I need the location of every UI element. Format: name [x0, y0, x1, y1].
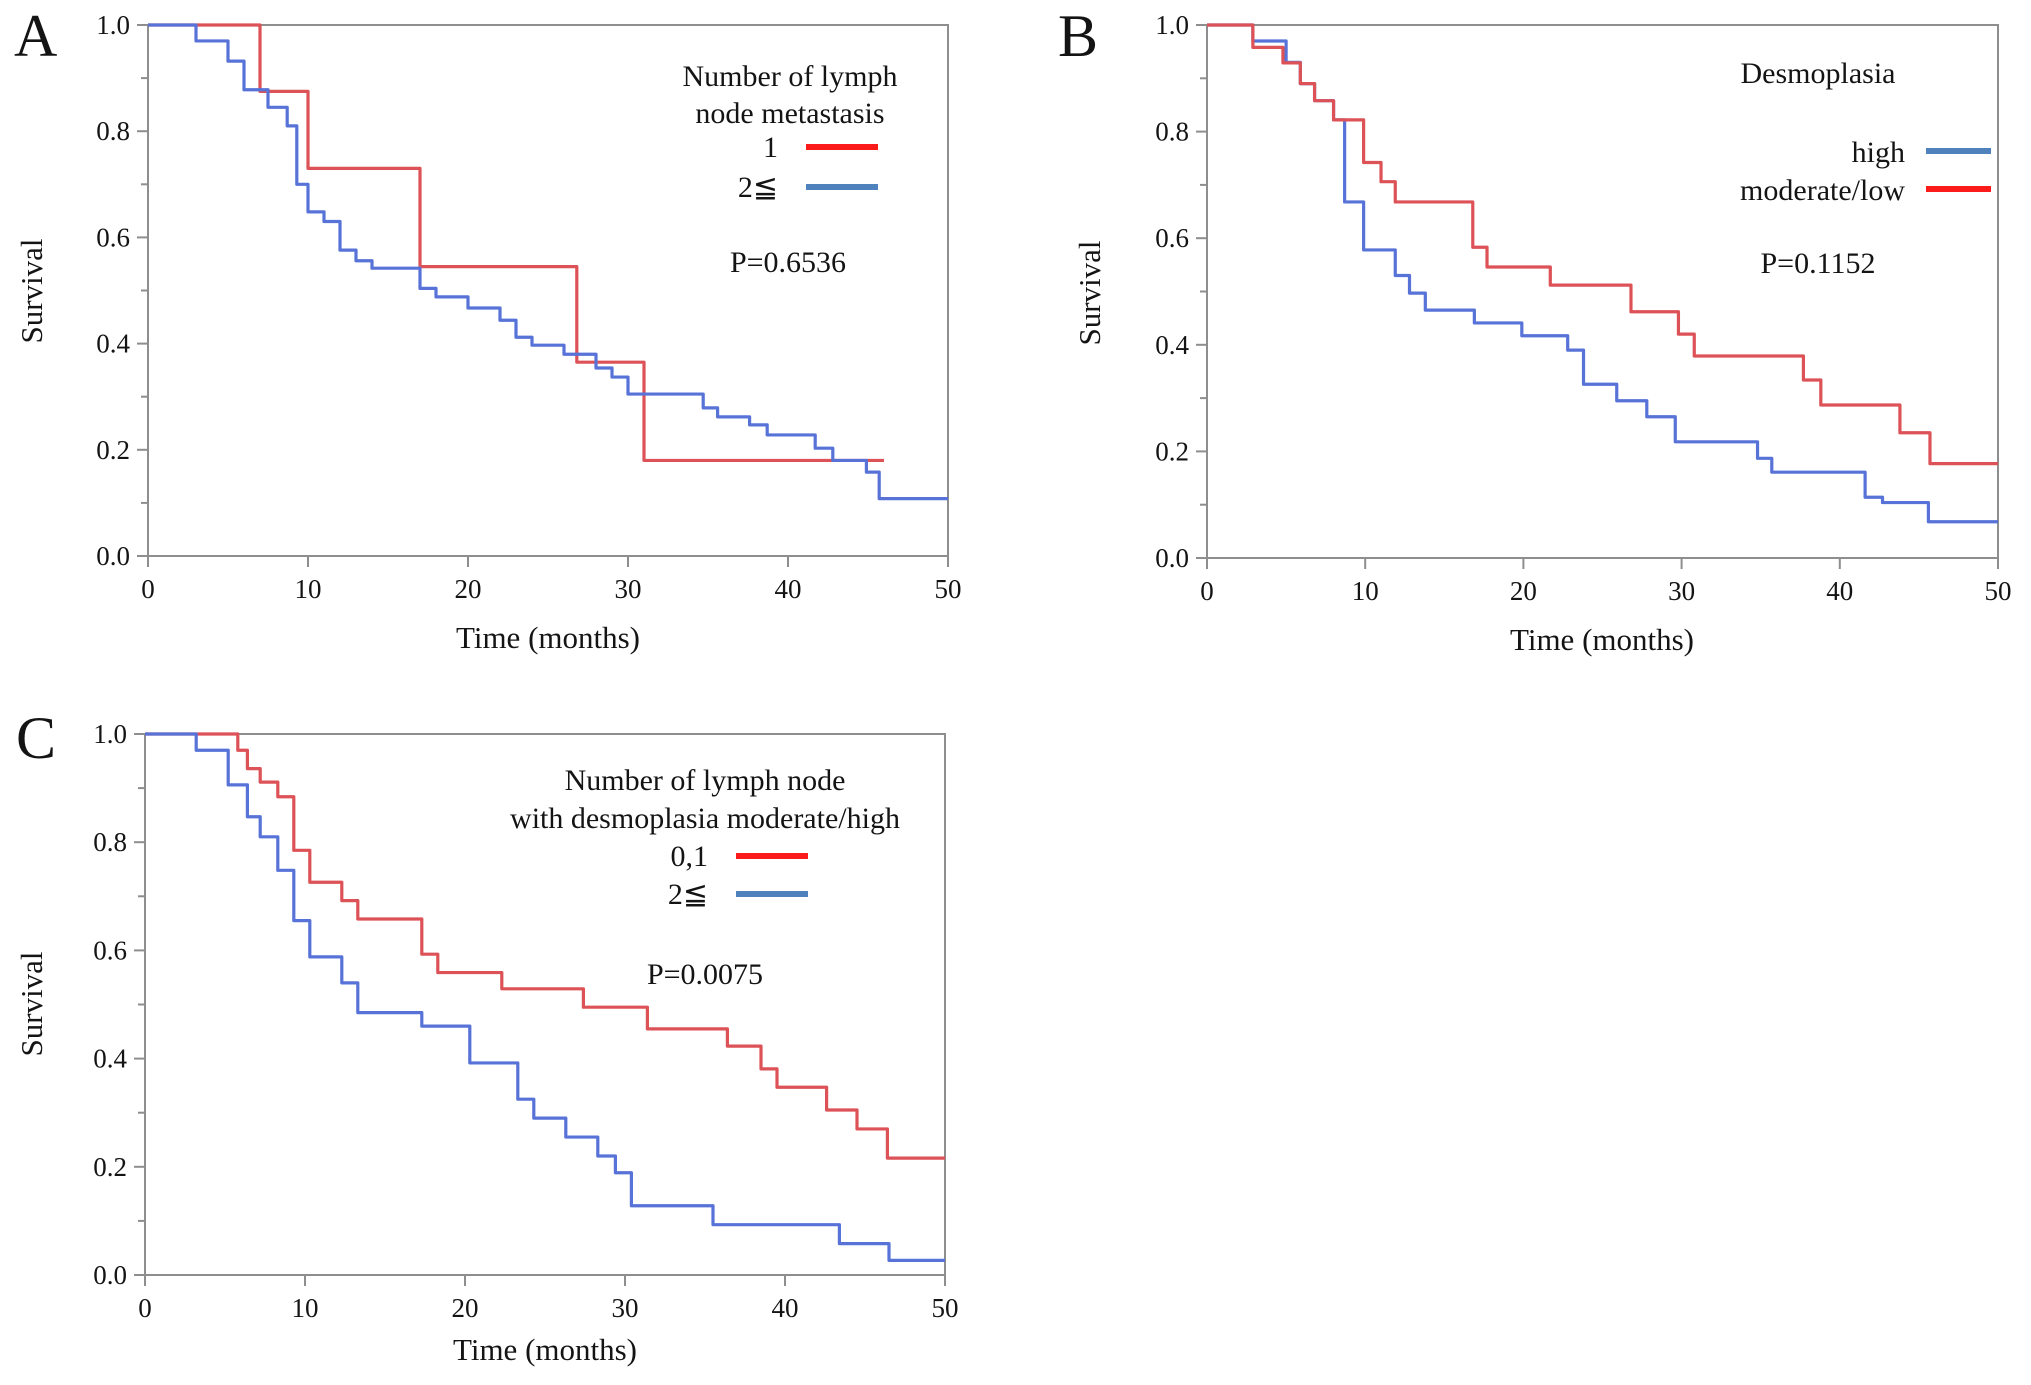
x-tick-label: 0 — [141, 574, 155, 604]
y-tick-label: 0.8 — [1155, 117, 1189, 147]
panel-b-xlabel: Time (months) — [1510, 622, 1694, 657]
y-tick-label: 1.0 — [1155, 10, 1189, 40]
y-tick-label: 0.8 — [96, 116, 130, 146]
legend-item-label: 2≦ — [668, 878, 708, 911]
panel-c-plot-area: 0.0 0.2 0.4 0.6 0.8 1.0 0 10 20 30 40 50 — [93, 719, 958, 1323]
y-tick-label: 0.2 — [93, 1152, 127, 1182]
y-tick-label: 0.8 — [93, 827, 127, 857]
x-tick-label: 0 — [138, 1293, 152, 1323]
x-tick-label: 50 — [932, 1293, 959, 1323]
p-value-label: P=0.0075 — [647, 958, 763, 991]
legend-title: Number of lymph node — [565, 764, 846, 797]
x-tick-label: 10 — [1352, 576, 1379, 606]
panel-c: C Survival Time (months) 0.0 0.2 0.4 0.6 0.8… — [14, 705, 959, 1367]
y-tick-label: 0.6 — [93, 935, 127, 965]
panel-c-legend: Number of lymph node with desmoplasia mo… — [510, 764, 900, 991]
survival-curve-red — [145, 732, 945, 1160]
p-value-label: P=0.1152 — [1761, 247, 1876, 280]
x-tick-label: 40 — [772, 1293, 799, 1323]
x-tick-label: 10 — [295, 574, 322, 604]
survival-curve-red — [1207, 23, 1998, 466]
panel-a-plot-area: 0.0 0.2 0.4 0.6 0.8 1.0 0 10 20 30 40 50 — [96, 10, 961, 604]
legend-title: node metastasis — [695, 97, 884, 130]
legend-item-label: 2≦ — [738, 171, 778, 204]
panel-b: B Survival Time (months) 0.0 0.2 0.4 0.6 0.8… — [1058, 3, 2012, 657]
y-tick-label: 0.6 — [96, 222, 130, 252]
y-tick-label: 0.4 — [96, 329, 130, 359]
panel-a-legend: Number of lymph node metastasis 1 2≦ P=0… — [683, 60, 898, 279]
legend-item-label: high — [1852, 136, 1905, 169]
legend-title: Desmoplasia — [1741, 57, 1896, 90]
x-tick-label: 30 — [612, 1293, 639, 1323]
x-tick-label: 30 — [615, 574, 642, 604]
panel-c-ylabel: Survival — [14, 951, 49, 1056]
survival-curve-blue — [148, 23, 948, 501]
x-tick-label: 20 — [452, 1293, 479, 1323]
panel-c-letter: C — [16, 705, 56, 771]
y-tick-label: 0.0 — [96, 541, 130, 571]
panel-a-xlabel: Time (months) — [456, 620, 640, 655]
plot-frame — [1206, 24, 1999, 559]
x-tick-label: 20 — [455, 574, 482, 604]
x-tick-label: 10 — [292, 1293, 319, 1323]
x-tick-label: 0 — [1200, 576, 1214, 606]
y-tick-label: 0.2 — [1155, 436, 1189, 466]
legend-item-label: 0,1 — [671, 840, 709, 873]
panel-b-ylabel: Survival — [1072, 240, 1107, 345]
y-tick-label: 1.0 — [93, 719, 127, 749]
survival-curve-red — [148, 23, 884, 463]
y-tick-label: 0.0 — [1155, 543, 1189, 573]
x-tick-label: 40 — [1826, 576, 1853, 606]
panel-a-letter: A — [14, 3, 57, 69]
y-tick-label: 0.2 — [96, 435, 130, 465]
y-tick-label: 0.6 — [1155, 223, 1189, 253]
legend-title: with desmoplasia moderate/high — [510, 802, 900, 835]
legend-item-label: 1 — [763, 131, 778, 164]
y-tick-label: 0.4 — [93, 1044, 127, 1074]
panel-a: A Survival Time (months) 0.0 0.2 0.4 0.6 0.8… — [14, 3, 962, 655]
x-tick-label: 50 — [1985, 576, 2012, 606]
y-tick-label: 1.0 — [96, 10, 130, 40]
p-value-label: P=0.6536 — [730, 246, 846, 279]
legend-title: Number of lymph — [683, 60, 898, 93]
legend-item-label: moderate/low — [1740, 174, 1905, 207]
panel-a-ylabel: Survival — [14, 238, 49, 343]
y-tick-label: 0.0 — [93, 1260, 127, 1290]
x-tick-label: 40 — [775, 574, 802, 604]
survival-curve-blue — [145, 732, 945, 1262]
x-tick-label: 30 — [1668, 576, 1695, 606]
panel-c-xlabel: Time (months) — [453, 1332, 637, 1367]
panel-b-legend: Desmoplasia high moderate/low P=0.1152 — [1740, 57, 1991, 280]
x-tick-label: 50 — [935, 574, 962, 604]
panel-b-letter: B — [1058, 3, 1098, 69]
x-tick-label: 20 — [1510, 576, 1537, 606]
y-tick-label: 0.4 — [1155, 330, 1189, 360]
panel-b-plot-area: 0.0 0.2 0.4 0.6 0.8 1.0 0 10 20 30 40 50 — [1155, 10, 2011, 606]
